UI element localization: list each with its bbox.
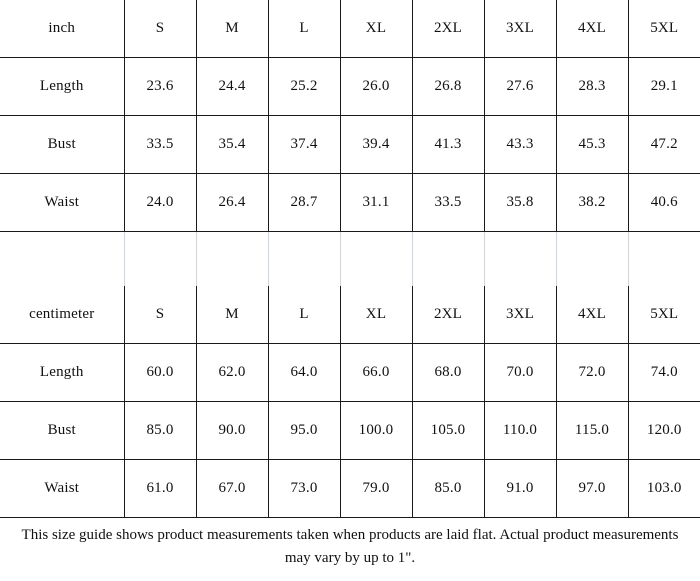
unit-label-inch: inch [0,0,125,58]
cell-cm-waist-5xl: 103.0 [627,459,700,518]
column-header-m: M [195,286,269,344]
column-header-3xl: 3XL [483,286,557,344]
cell-inch-bust-m: 35.4 [195,115,269,174]
cell-cm-length-3xl: 70.0 [483,343,557,402]
column-header-5xl: 5XL [627,286,700,344]
cell-cm-length-4xl: 72.0 [555,343,629,402]
cell-cm-waist-m: 67.0 [195,459,269,518]
cell-cm-bust-xl: 100.0 [339,401,413,460]
table-row: Length 23.6 24.4 25.2 26.0 26.8 27.6 28.… [0,57,700,116]
cell-cm-waist-s: 61.0 [123,459,197,518]
cell-cm-length-2xl: 68.0 [411,343,485,402]
spacer-cell [339,232,413,286]
cell-inch-length-m: 24.4 [195,57,269,116]
table-row: Bust 85.0 90.0 95.0 100.0 105.0 110.0 11… [0,401,700,460]
spacer-cell [267,232,341,286]
cell-inch-waist-4xl: 38.2 [555,173,629,232]
row-label-waist: Waist [0,459,125,518]
cell-cm-bust-l: 95.0 [267,401,341,460]
table-row: Waist 61.0 67.0 73.0 79.0 85.0 91.0 97.0… [0,459,700,518]
cell-inch-waist-5xl: 40.6 [627,173,700,232]
cell-inch-length-xl: 26.0 [339,57,413,116]
column-header-m: M [195,0,269,58]
row-label-bust: Bust [0,401,125,460]
cell-cm-bust-s: 85.0 [123,401,197,460]
table-spacer [0,232,700,286]
size-guide-footnote: This size guide shows product measuremen… [0,518,700,581]
cell-inch-waist-2xl: 33.5 [411,173,485,232]
column-header-s: S [123,286,197,344]
cell-inch-bust-3xl: 43.3 [483,115,557,174]
cell-cm-waist-2xl: 85.0 [411,459,485,518]
table-header-row: centimeter S M L XL 2XL 3XL 4XL 5XL [0,286,700,344]
cell-cm-length-s: 60.0 [123,343,197,402]
cell-inch-bust-5xl: 47.2 [627,115,700,174]
size-table-centimeter: centimeter S M L XL 2XL 3XL 4XL 5XL Leng… [0,286,700,518]
table-header-row: inch S M L XL 2XL 3XL 4XL 5XL [0,0,700,58]
cell-inch-waist-3xl: 35.8 [483,173,557,232]
cell-cm-bust-5xl: 120.0 [627,401,700,460]
column-header-l: L [267,286,341,344]
row-label-length: Length [0,343,125,402]
row-label-waist: Waist [0,173,125,232]
cell-inch-length-4xl: 28.3 [555,57,629,116]
table-row: Bust 33.5 35.4 37.4 39.4 41.3 43.3 45.3 … [0,115,700,174]
spacer-cell [411,232,485,286]
cell-inch-bust-xl: 39.4 [339,115,413,174]
column-header-l: L [267,0,341,58]
spacer-row [0,232,700,286]
cell-inch-length-2xl: 26.8 [411,57,485,116]
spacer-cell [483,232,557,286]
column-header-4xl: 4XL [555,0,629,58]
cell-inch-bust-s: 33.5 [123,115,197,174]
cell-cm-length-5xl: 74.0 [627,343,700,402]
table-row: Waist 24.0 26.4 28.7 31.1 33.5 35.8 38.2… [0,173,700,232]
column-header-4xl: 4XL [555,286,629,344]
spacer-cell [123,232,197,286]
cell-cm-bust-m: 90.0 [195,401,269,460]
cell-inch-bust-l: 37.4 [267,115,341,174]
column-header-s: S [123,0,197,58]
column-header-2xl: 2XL [411,286,485,344]
cell-inch-bust-2xl: 41.3 [411,115,485,174]
column-header-xl: XL [339,286,413,344]
cell-cm-length-l: 64.0 [267,343,341,402]
column-header-3xl: 3XL [483,0,557,58]
cell-inch-length-5xl: 29.1 [627,57,700,116]
unit-label-centimeter: centimeter [0,286,125,344]
row-label-bust: Bust [0,115,125,174]
cell-inch-length-l: 25.2 [267,57,341,116]
cell-cm-bust-3xl: 110.0 [483,401,557,460]
cell-cm-bust-2xl: 105.0 [411,401,485,460]
cell-cm-waist-3xl: 91.0 [483,459,557,518]
column-header-2xl: 2XL [411,0,485,58]
cell-cm-bust-4xl: 115.0 [555,401,629,460]
footnote-text: This size guide shows product measuremen… [21,527,679,567]
column-header-xl: XL [339,0,413,58]
row-label-length: Length [0,57,125,116]
spacer-cell [0,232,125,286]
spacer-cell [627,232,700,286]
spacer-cell [195,232,269,286]
cell-cm-waist-xl: 79.0 [339,459,413,518]
cell-inch-waist-m: 26.4 [195,173,269,232]
cell-cm-length-xl: 66.0 [339,343,413,402]
size-guide: inch S M L XL 2XL 3XL 4XL 5XL Length 23.… [0,0,700,566]
cell-cm-length-m: 62.0 [195,343,269,402]
cell-inch-bust-4xl: 45.3 [555,115,629,174]
cell-inch-length-3xl: 27.6 [483,57,557,116]
cell-cm-waist-l: 73.0 [267,459,341,518]
table-row: Length 60.0 62.0 64.0 66.0 68.0 70.0 72.… [0,343,700,402]
cell-inch-waist-xl: 31.1 [339,173,413,232]
spacer-cell [555,232,629,286]
cell-inch-waist-s: 24.0 [123,173,197,232]
cell-inch-waist-l: 28.7 [267,173,341,232]
cell-inch-length-s: 23.6 [123,57,197,116]
cell-cm-waist-4xl: 97.0 [555,459,629,518]
column-header-5xl: 5XL [627,0,700,58]
size-table-inch: inch S M L XL 2XL 3XL 4XL 5XL Length 23.… [0,0,700,232]
